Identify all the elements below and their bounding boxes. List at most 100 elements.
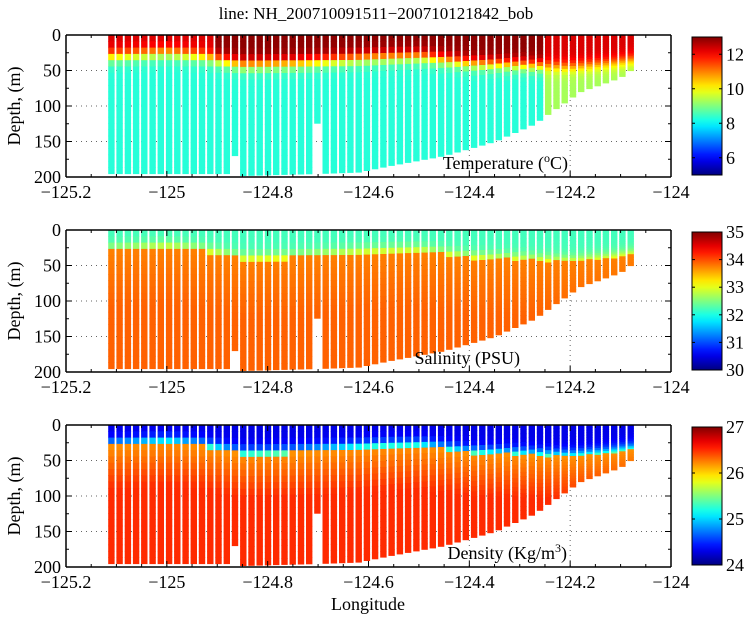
data-cell bbox=[273, 545, 280, 553]
data-cell bbox=[487, 429, 494, 436]
data-cell bbox=[273, 149, 280, 157]
data-cell bbox=[190, 324, 197, 332]
data-cell bbox=[289, 79, 296, 87]
data-cell bbox=[578, 45, 585, 49]
data-cell bbox=[371, 467, 379, 475]
data-cell bbox=[165, 79, 173, 86]
data-cell bbox=[536, 50, 544, 55]
data-cell bbox=[322, 361, 329, 369]
data-cell bbox=[363, 455, 371, 463]
data-cell bbox=[240, 325, 247, 333]
data-cell bbox=[339, 437, 346, 445]
data-cell bbox=[396, 146, 404, 153]
data-cell bbox=[495, 329, 502, 336]
data-cell bbox=[116, 135, 123, 143]
data-cell bbox=[182, 79, 189, 86]
data-cell bbox=[520, 514, 527, 520]
data-cell bbox=[174, 135, 181, 143]
data-cell bbox=[627, 39, 634, 42]
colorbar-tick-label: 24 bbox=[726, 555, 744, 575]
data-cell bbox=[339, 305, 346, 312]
data-cell bbox=[512, 261, 519, 266]
data-cell bbox=[512, 48, 519, 54]
data-cell bbox=[371, 345, 379, 353]
data-cell bbox=[314, 41, 321, 49]
data-cell bbox=[157, 79, 164, 86]
data-cell bbox=[520, 454, 527, 460]
data-cell bbox=[273, 287, 280, 294]
data-cell bbox=[248, 533, 255, 541]
panel-density: −125.2 −125 −124.8 −124.6 −124.4 −124.2 −12405… bbox=[4, 415, 744, 592]
data-cell bbox=[240, 293, 247, 301]
data-cell bbox=[190, 487, 197, 495]
data-cell bbox=[413, 332, 420, 340]
data-cell bbox=[520, 94, 527, 100]
data-cell bbox=[231, 312, 239, 320]
data-cell bbox=[371, 35, 379, 42]
data-cell bbox=[124, 53, 132, 61]
data-cell bbox=[520, 315, 527, 321]
data-cell bbox=[437, 441, 445, 448]
data-cell bbox=[421, 280, 428, 287]
data-cell bbox=[553, 461, 560, 466]
data-cell bbox=[578, 58, 585, 62]
data-cell bbox=[198, 550, 206, 558]
data-cell bbox=[437, 241, 445, 248]
data-cell bbox=[322, 500, 329, 508]
data-cell bbox=[157, 248, 164, 256]
data-cell bbox=[223, 324, 230, 332]
data-cell bbox=[306, 167, 313, 175]
data-cell bbox=[470, 286, 478, 292]
data-cell bbox=[322, 135, 329, 143]
data-cell bbox=[396, 512, 404, 520]
data-cell bbox=[578, 255, 585, 259]
data-cell bbox=[314, 487, 321, 495]
data-cell bbox=[627, 449, 634, 452]
data-cell bbox=[627, 241, 634, 244]
data-cell bbox=[330, 236, 338, 244]
data-cell bbox=[380, 53, 387, 60]
data-cell bbox=[322, 274, 329, 281]
data-cell bbox=[149, 469, 156, 476]
data-cell bbox=[273, 261, 280, 269]
data-cell bbox=[108, 261, 115, 269]
data-cell bbox=[141, 35, 148, 42]
data-cell bbox=[231, 142, 239, 150]
data-cell bbox=[207, 538, 214, 546]
data-cell bbox=[306, 469, 313, 476]
data-cell bbox=[495, 230, 502, 236]
data-cell bbox=[413, 155, 420, 162]
data-cell bbox=[503, 99, 511, 105]
data-cell bbox=[569, 464, 577, 468]
data-cell bbox=[223, 167, 230, 175]
data-cell bbox=[454, 293, 461, 300]
data-cell bbox=[586, 432, 593, 436]
data-cell bbox=[289, 123, 296, 131]
data-cell bbox=[198, 311, 206, 319]
data-cell bbox=[141, 242, 148, 250]
data-cell bbox=[462, 461, 469, 468]
data-cell bbox=[240, 230, 247, 237]
data-cell bbox=[108, 481, 115, 489]
data-cell bbox=[421, 521, 428, 528]
data-cell bbox=[322, 154, 329, 162]
data-cell bbox=[470, 116, 478, 123]
data-cell bbox=[355, 236, 362, 243]
data-cell bbox=[141, 550, 148, 558]
data-cell bbox=[396, 524, 404, 531]
data-cell bbox=[339, 298, 346, 306]
data-cell bbox=[124, 299, 132, 307]
data-cell bbox=[396, 477, 404, 485]
data-cell bbox=[108, 72, 115, 80]
data-cell bbox=[347, 255, 354, 262]
data-cell bbox=[330, 85, 338, 92]
data-cell bbox=[413, 338, 420, 345]
data-cell bbox=[421, 148, 428, 155]
data-cell bbox=[503, 126, 511, 132]
data-cell bbox=[586, 434, 593, 438]
data-cell bbox=[157, 557, 164, 565]
data-cell bbox=[578, 50, 585, 54]
data-cell bbox=[512, 518, 519, 523]
data-cell bbox=[421, 297, 428, 304]
data-cell bbox=[256, 98, 263, 106]
